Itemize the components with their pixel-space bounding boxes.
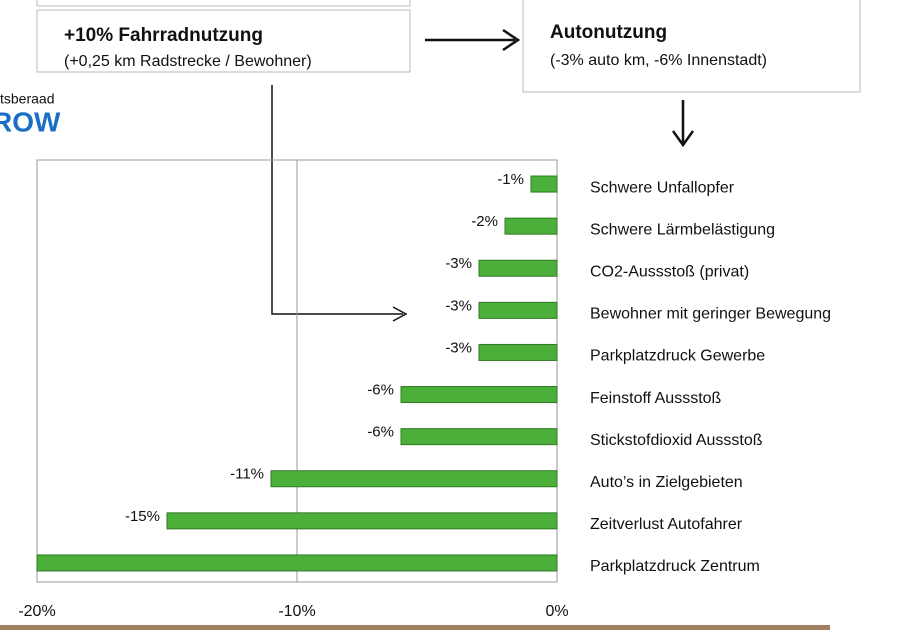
bar: [478, 259, 558, 277]
logo-text: tsberaad: [0, 91, 54, 107]
bar: [478, 301, 558, 319]
cut-box: [36, 0, 411, 7]
value-label: -15%: [125, 508, 160, 525]
value-label: -6%: [367, 382, 394, 399]
category-label: Zeitverlust Autofahrer: [590, 516, 743, 533]
value-label: -3%: [445, 255, 472, 272]
bar: [400, 386, 558, 404]
value-label: -11%: [230, 466, 264, 483]
bar: [36, 554, 558, 572]
box-subtitle: (-3% auto km, -6% Innenstadt): [550, 52, 767, 69]
category-label: Auto’s in Zielgebieten: [590, 474, 743, 491]
value-label: -2%: [471, 213, 498, 230]
value-label: -3%: [445, 297, 472, 314]
box-title: +10% Fahrradnutzung: [64, 25, 263, 46]
x-tick-label: -10%: [278, 603, 315, 620]
category-label: Feinstoff Aussstoß: [590, 390, 722, 407]
box-car: [522, 0, 861, 93]
bar: [530, 175, 558, 193]
category-label: Bewohner mit geringer Bewegung: [590, 306, 831, 323]
category-label: Schwere Unfallopfer: [590, 179, 735, 196]
category-label: CO2-Aussstoß (privat): [590, 263, 749, 280]
box-title: Autonutzung: [550, 22, 667, 43]
photo-strip: [0, 625, 830, 630]
logo-text: ROW: [0, 106, 61, 137]
bar: [166, 512, 558, 530]
bar: [478, 343, 558, 361]
bar: [400, 428, 558, 446]
box-subtitle: (+0,25 km Radstrecke / Bewohner): [64, 53, 312, 70]
box-cycling: [36, 9, 411, 73]
x-tick-label: 0%: [545, 603, 568, 620]
arrows: [271, 28, 695, 322]
category-label: Parkplatzdruck Zentrum: [590, 558, 760, 575]
value-label: -3%: [445, 339, 472, 356]
value-label: -6%: [367, 424, 394, 441]
category-label: Schwere Lärmbelästigung: [590, 221, 775, 238]
category-label: Stickstofdioxid Aussstoß: [590, 432, 763, 449]
bar: [270, 470, 558, 488]
bar: [504, 217, 558, 235]
category-label: Parkplatzdruck Gewerbe: [590, 348, 765, 365]
x-tick-label: -20%: [18, 603, 55, 620]
value-label: -1%: [497, 171, 524, 188]
